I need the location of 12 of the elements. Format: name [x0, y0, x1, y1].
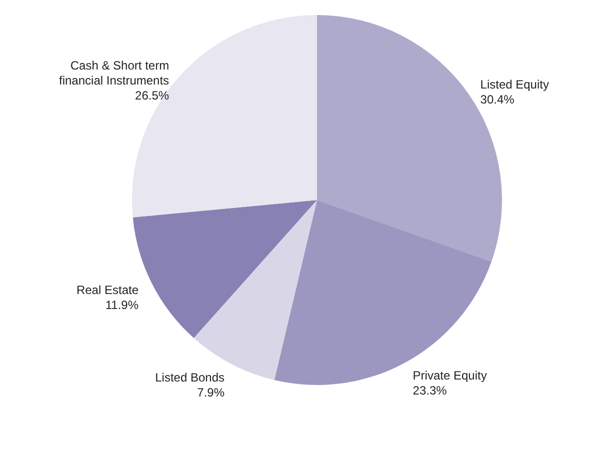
pie-slice: [194, 200, 317, 380]
slice-label: Real Estate: [76, 283, 139, 298]
slice-label: Listed Equity: [480, 77, 549, 92]
data-label: 30.4%: [480, 92, 515, 106]
pie-slice: [274, 200, 492, 385]
slice-label: Private Equity: [412, 368, 487, 383]
data-label: 26.5%: [135, 88, 170, 102]
slice-label: Cash & Short term financial Instruments: [59, 58, 170, 88]
data-label: 11.9%: [105, 298, 139, 312]
data-label: 23.3%: [412, 384, 448, 398]
data-label: 7.9%: [197, 385, 225, 400]
slice-label: Listed Bonds: [155, 370, 225, 384]
